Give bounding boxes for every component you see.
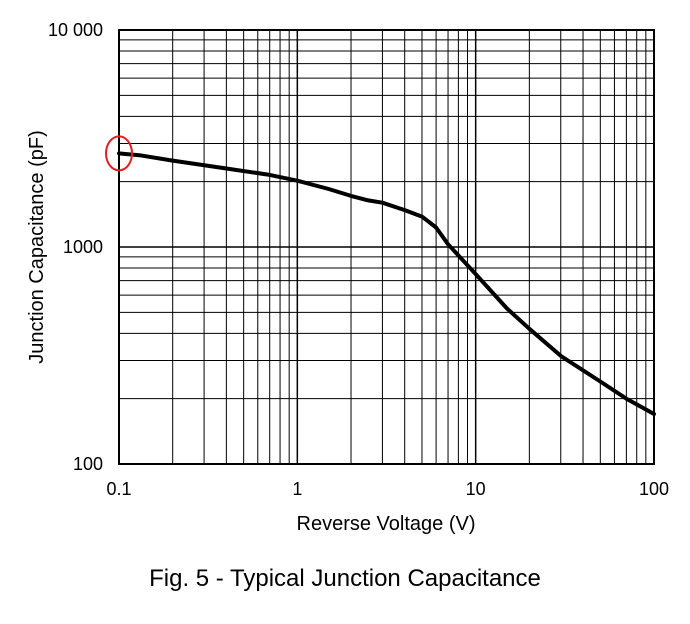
grid-lines: [119, 30, 654, 464]
y-tick-label: 1000: [63, 237, 103, 257]
x-tick-label: 1: [292, 479, 302, 499]
y-tick-labels: 100 1000 10 000: [48, 20, 103, 474]
y-axis-label: Junction Capacitance (pF): [26, 130, 48, 363]
x-tick-label: 100: [639, 479, 669, 499]
x-tick-labels: 0.1 1 10 100: [106, 479, 669, 499]
x-tick-label: 0.1: [106, 479, 131, 499]
plot-frame: [118, 29, 655, 465]
highlight-circle: [105, 135, 133, 172]
x-axis-label: Reverse Voltage (V): [297, 513, 476, 535]
y-tick-label: 10 000: [48, 20, 103, 40]
y-tick-label: 100: [73, 454, 103, 474]
x-tick-label: 10: [466, 479, 486, 499]
figure-caption: Fig. 5 - Typical Junction Capacitance: [149, 565, 541, 592]
capacitance-curve: [117, 151, 656, 416]
